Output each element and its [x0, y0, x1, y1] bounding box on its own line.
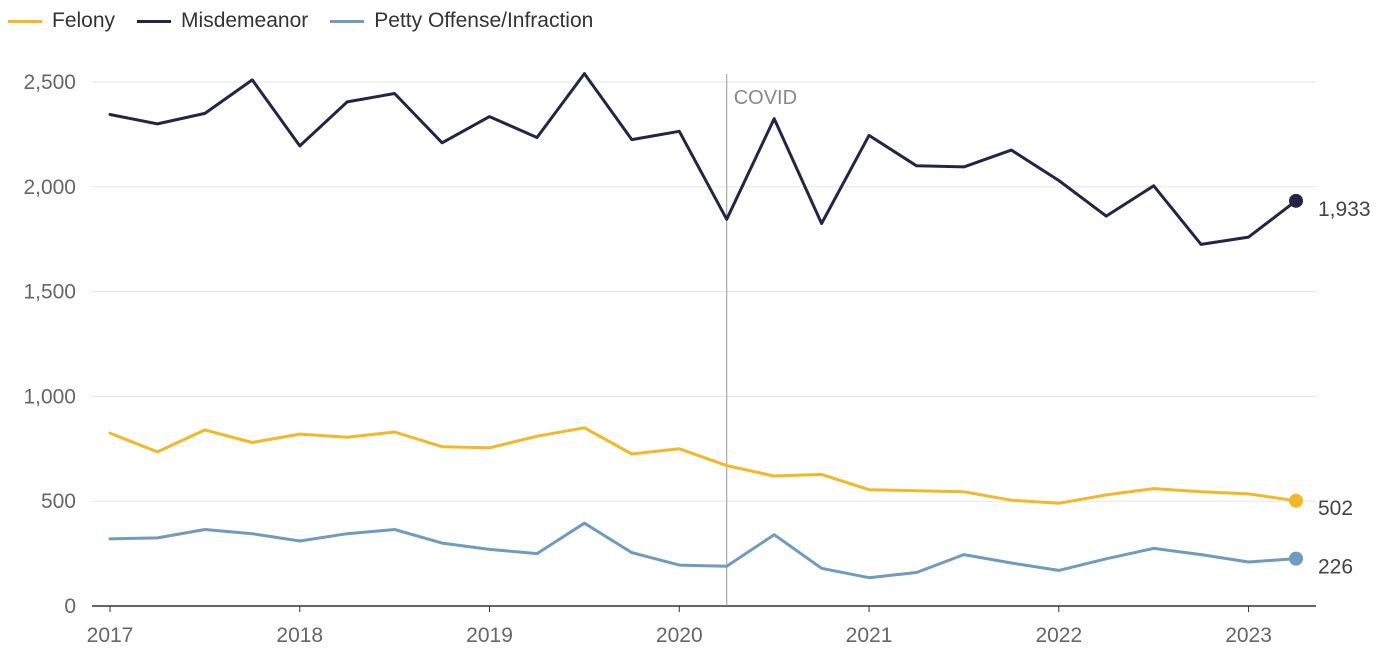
x-tick-label: 2021	[846, 624, 893, 647]
end-marker-misdemeanor	[1289, 193, 1303, 208]
x-tick-label: 2022	[1035, 624, 1082, 647]
x-tick-label: 2019	[466, 624, 513, 647]
x-tick-label: 2017	[87, 624, 134, 647]
end-label-felony: 502	[1318, 497, 1353, 520]
y-tick-label: 0	[64, 595, 76, 618]
legend-item-misdemeanor: Misdemeanor	[137, 9, 308, 33]
chart-legend: Felony Misdemeanor Petty Offense/Infract…	[8, 6, 593, 36]
end-label-petty-offense-infraction: 226	[1318, 556, 1353, 579]
legend-swatch-petty-offense	[330, 19, 365, 23]
y-tick-label: 1,000	[23, 385, 76, 408]
legend-label-petty-offense: Petty Offense/Infraction	[374, 9, 594, 32]
legend-swatch-misdemeanor	[137, 19, 172, 23]
end-marker-petty-offense-infraction	[1289, 551, 1303, 566]
covid-annotation-label: COVID	[734, 87, 797, 109]
legend-item-petty-offense: Petty Offense/Infraction	[330, 9, 593, 33]
legend-label-misdemeanor: Misdemeanor	[181, 9, 309, 32]
legend-swatch-felony	[8, 19, 42, 23]
end-marker-felony	[1289, 493, 1303, 508]
end-label-misdemeanor: 1,933	[1318, 198, 1371, 221]
x-tick-label: 2018	[276, 624, 323, 647]
x-tick-label: 2023	[1225, 624, 1272, 647]
y-tick-label: 2,500	[23, 71, 76, 94]
series-line-felony	[108, 426, 1298, 505]
series-line-misdemeanor	[108, 72, 1298, 246]
y-tick-label: 2,000	[23, 176, 76, 199]
series-line-petty-offense-infraction	[108, 521, 1298, 580]
y-tick-label: 500	[41, 490, 76, 513]
legend-item-felony: Felony	[8, 9, 115, 33]
y-tick-label: 1,500	[23, 281, 76, 304]
x-tick-label: 2020	[656, 624, 703, 647]
legend-label-felony: Felony	[52, 9, 116, 32]
